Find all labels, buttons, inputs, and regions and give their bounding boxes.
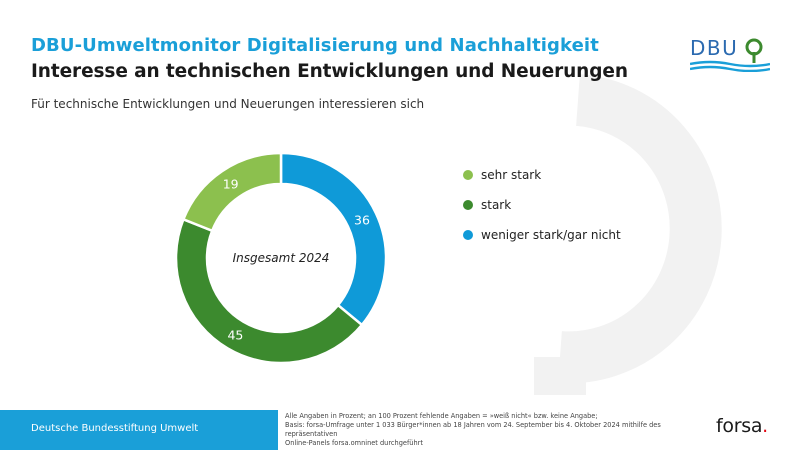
footer-notes: Alle Angaben in Prozent; an 100 Prozent … <box>285 412 695 448</box>
donut-slice-label: 45 <box>227 328 243 343</box>
donut-slice-sehr-stark <box>181 151 283 233</box>
footer: Deutsche Bundesstiftung Umwelt Alle Anga… <box>0 410 800 450</box>
footer-organization: Deutsche Bundesstiftung Umwelt <box>31 423 199 434</box>
logo-icon <box>690 38 770 72</box>
chart-legend: sehr stark stark weniger stark/gar nicht <box>463 165 621 255</box>
donut-slice-stark <box>174 217 364 365</box>
forsa-logo: forsa. <box>716 415 768 437</box>
page-title: Interesse an technischen Entwicklungen u… <box>31 61 628 82</box>
dbu-logo: DBU <box>690 36 770 72</box>
footer-note-2: Basis: forsa-Umfrage unter 1 033 Bürger*… <box>285 421 661 438</box>
donut-slice-weniger-stark-gar-nicht <box>279 151 388 327</box>
legend-item: stark <box>463 195 621 215</box>
donut-slice-label: 19 <box>223 176 239 191</box>
legend-item: sehr stark <box>463 165 621 185</box>
footer-note-3: Online-Panels forsa.omninet durchgeführt <box>285 439 423 447</box>
donut-slice-label: 36 <box>354 212 370 227</box>
chart-subtitle: Für technische Entwicklungen und Neuerun… <box>31 97 425 111</box>
legend-swatch <box>463 200 473 210</box>
logo-text: DBU <box>690 36 739 60</box>
footer-bar: Deutsche Bundesstiftung Umwelt <box>0 410 278 450</box>
legend-swatch <box>463 170 473 180</box>
footer-note-1: Alle Angaben in Prozent; an 100 Prozent … <box>285 412 598 420</box>
donut-center-label: Insgesamt 2024 <box>233 251 330 265</box>
legend-swatch <box>463 230 473 240</box>
legend-label: stark <box>481 198 512 212</box>
legend-label: weniger stark/gar nicht <box>481 228 621 242</box>
legend-label: sehr stark <box>481 168 542 182</box>
header: DBU-Umweltmonitor Digitalisierung und Na… <box>31 34 628 86</box>
legend-item: weniger stark/gar nicht <box>463 225 621 245</box>
forsa-logo-text: forsa <box>716 415 763 437</box>
supertitle: DBU-Umweltmonitor Digitalisierung und Na… <box>31 35 599 56</box>
forsa-logo-dot: . <box>762 415 768 437</box>
